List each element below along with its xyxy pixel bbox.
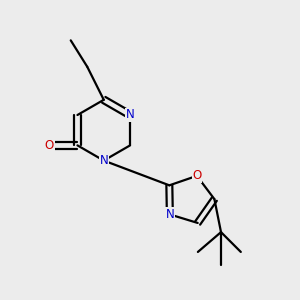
Text: N: N: [99, 154, 108, 167]
Text: O: O: [45, 139, 54, 152]
Text: N: N: [166, 208, 174, 221]
Text: O: O: [192, 169, 202, 182]
Text: N: N: [126, 109, 134, 122]
